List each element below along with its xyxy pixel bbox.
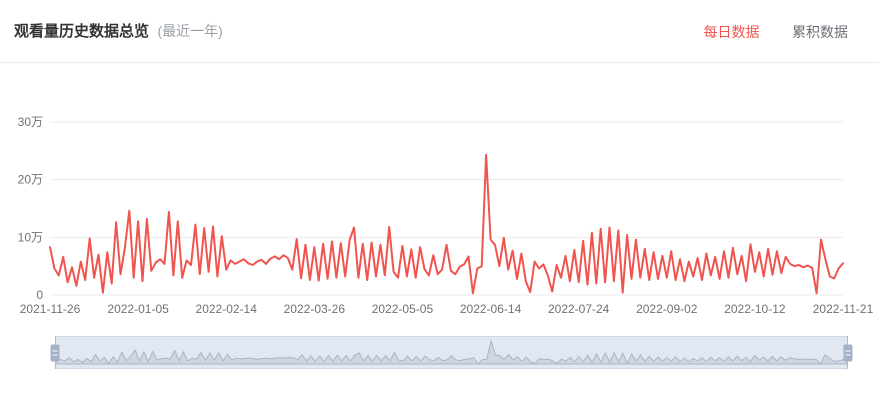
x-axis-tick-label: 2022-03-26 [284, 302, 346, 316]
daily-views-line-chart: 0 10万 20万 30万 2021-11-26 2022-01-05 2022-02-14… [18, 115, 874, 316]
x-axis-tick-label: 2022-01-05 [107, 302, 169, 316]
y-axis-tick-label: 30万 [18, 115, 43, 129]
datazoom-right-handle[interactable] [843, 344, 853, 361]
x-axis-tick-label: 2022-07-24 [548, 302, 610, 316]
data-mode-tabs: 每日数据 累积数据 [676, 22, 848, 42]
y-axis-tick-label: 0 [36, 288, 43, 302]
x-axis-tick-label: 2022-09-02 [636, 302, 698, 316]
tab-cumulative-data[interactable]: 累积数据 [792, 24, 848, 40]
title-group: 观看量历史数据总览 (最近一年) [14, 20, 223, 41]
datazoom-data-shadow [56, 339, 847, 365]
y-axis-tick-label: 10万 [18, 230, 43, 244]
x-axis-tick-label: 2022-11-21 [813, 302, 874, 316]
page-subtitle: (最近一年) [157, 23, 223, 39]
x-axis-tick-label: 2021-11-26 [20, 302, 81, 316]
x-axis-tick-label: 2022-10-12 [724, 302, 786, 316]
daily-views-series-line [49, 153, 844, 295]
chart-header: 观看量历史数据总览 (最近一年) 每日数据 累积数据 [0, 0, 879, 63]
x-axis-tick-label: 2022-02-14 [196, 302, 258, 316]
x-axis-tick-label: 2022-06-14 [460, 302, 522, 316]
y-axis-tick-label: 20万 [18, 173, 43, 187]
x-axis-tick-label: 2022-05-05 [372, 302, 434, 316]
datazoom-slider-track[interactable] [50, 336, 853, 369]
page-title: 观看量历史数据总览 [14, 23, 150, 40]
datazoom-preview-area [56, 339, 847, 365]
datazoom-left-handle[interactable] [50, 344, 60, 361]
tab-daily-data[interactable]: 每日数据 [703, 24, 760, 40]
